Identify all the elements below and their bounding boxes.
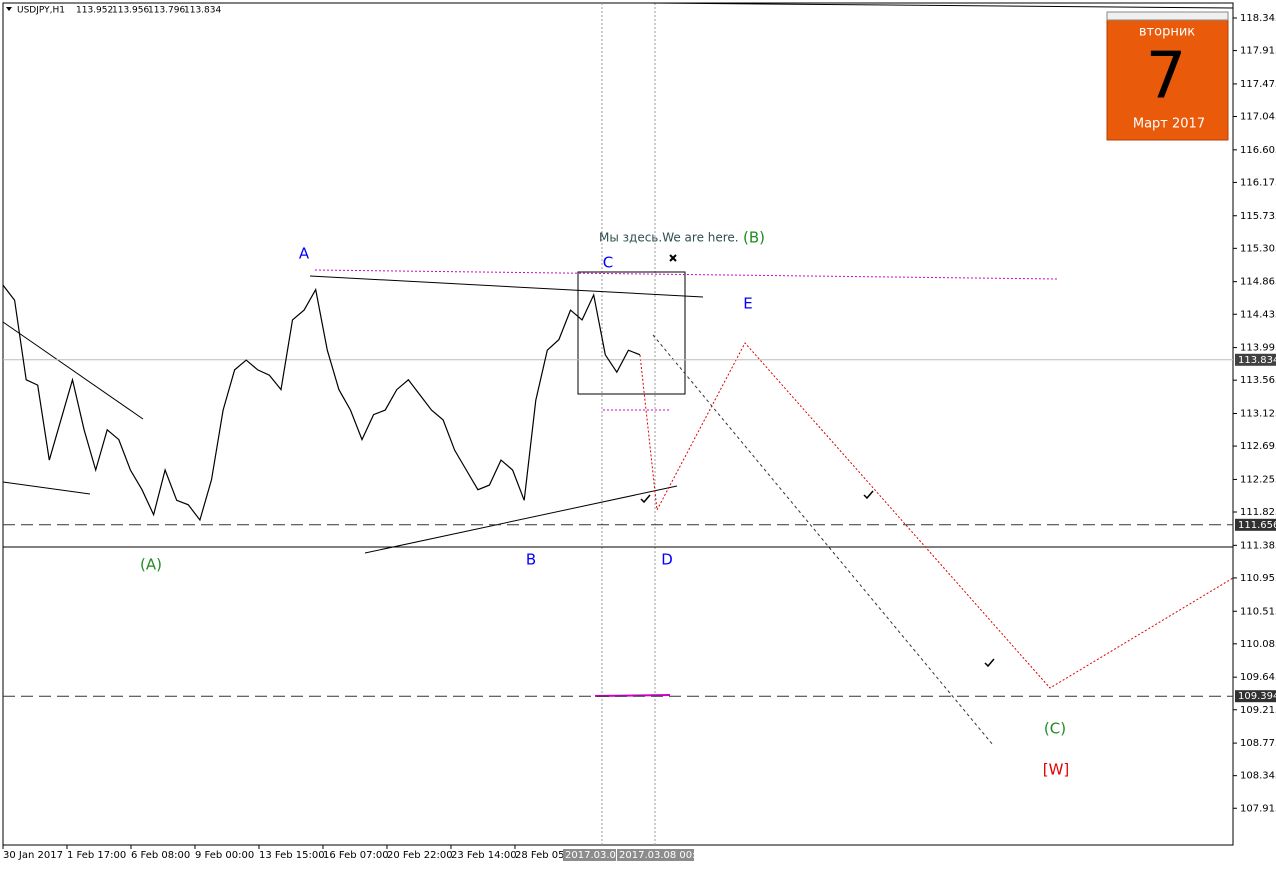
y-tick-label: 112.255 <box>1240 474 1276 485</box>
y-tick-label: 116.175 <box>1240 177 1276 188</box>
y-tick-label: 109.645 <box>1240 672 1276 683</box>
projection <box>652 334 994 746</box>
x-tick-label: 23 Feb 14:00 <box>451 850 517 861</box>
y-tick-label: 111.385 <box>1240 540 1276 551</box>
y-tick-label: 112.695 <box>1240 441 1276 452</box>
trend-line <box>309 275 704 298</box>
y-tick-label: 113.995 <box>1240 343 1276 354</box>
y-tick-label: 113.125 <box>1240 409 1276 420</box>
level-label: 113.834 <box>1238 355 1276 366</box>
annotations: A B C D E (A) (B) (C) [W] Мы здесь.We ar… <box>140 229 1069 779</box>
calendar-body <box>1106 11 1229 141</box>
note: Мы здесь.We are here. <box>599 231 739 245</box>
trend-line <box>364 485 678 554</box>
y-tick-label: 116.605 <box>1240 145 1276 156</box>
drawings <box>2 2 1234 845</box>
y-tick-label: 117.915 <box>1240 46 1276 57</box>
level-label: 111.656 <box>1238 520 1276 531</box>
weekday: вторник <box>1139 25 1195 40</box>
y-tick-label: 108.775 <box>1240 738 1276 749</box>
y-tick-label: 117.045 <box>1240 111 1276 122</box>
x-tick-label: 16 Feb 07:00 <box>323 850 389 861</box>
y-tick-label: 113.565 <box>1240 375 1276 386</box>
y-tick-label: 114.865 <box>1240 277 1276 288</box>
y-tick-label: 117.475 <box>1240 79 1276 90</box>
symbol: USDJPY,H1 <box>17 6 65 16</box>
wave-label: B <box>526 551 536 569</box>
wave-label: (A) <box>140 556 162 574</box>
plot-area <box>2 2 1234 846</box>
cross-icon <box>669 254 677 262</box>
y-tick-label: 109.215 <box>1240 705 1276 716</box>
date-marker-bg <box>617 849 694 861</box>
y-tick-label: 118.345 <box>1240 13 1276 24</box>
x-tick-label: 28 Feb 05:00 <box>515 850 581 861</box>
ohlc: 113.834 <box>184 6 221 16</box>
header-icon <box>6 7 12 11</box>
x-tick-label: 30 Jan 2017 <box>3 850 63 861</box>
y-tick-label: 110.515 <box>1240 606 1276 617</box>
date-marker: 2017.03.03 <box>565 850 622 861</box>
month: Март 2017 <box>1133 117 1205 132</box>
wave-label: E <box>743 295 752 313</box>
header: USDJPY,H1 113.952 113.956 113.796 113.83… <box>6 6 221 16</box>
x-tick-label: 20 Feb 22:00 <box>387 850 453 861</box>
level-label: 109.394 <box>1238 691 1276 702</box>
price-line <box>2 284 641 522</box>
calendar-rings <box>1106 11 1229 21</box>
ohlc: 113.796 <box>148 6 185 16</box>
level-label-bg <box>1235 690 1276 703</box>
calendar: вторник 7 Март 2017 <box>1106 11 1229 141</box>
level-label-bg <box>1235 518 1276 531</box>
wave-label: (C) <box>1044 720 1066 738</box>
wave-label: (B) <box>743 229 765 247</box>
date-marker-bg <box>563 849 616 861</box>
trend-line <box>651 2 1234 9</box>
x-tick-label: 6 Feb 08:00 <box>131 850 190 861</box>
y-tick-label: 110.085 <box>1240 639 1276 650</box>
wave-label: C <box>603 254 613 272</box>
y-tick-label: 107.915 <box>1240 803 1276 814</box>
level-label-bg <box>1235 353 1276 366</box>
trend-line <box>2 481 91 495</box>
ohlc: 113.952 <box>76 6 113 16</box>
wave-label: A <box>299 245 310 263</box>
y-tick-label: 115.735 <box>1240 211 1276 222</box>
check-icon <box>640 490 995 668</box>
y-tick-label: 115.305 <box>1240 243 1276 254</box>
box <box>577 271 686 395</box>
y-tick-label: 108.345 <box>1240 771 1276 782</box>
trend-line <box>2 321 144 420</box>
y-tick-label: 111.825 <box>1240 507 1276 518</box>
y-tick-label: 114.435 <box>1240 309 1276 320</box>
x-tick-label: 1 Feb 17:00 <box>67 850 126 861</box>
day: 7 <box>1146 40 1187 114</box>
ohlc: 113.956 <box>112 6 149 16</box>
date-marker: 2017.03.08 00:00 <box>619 850 708 861</box>
x-tick-label: 13 Feb 15:00 <box>259 850 325 861</box>
projection <box>639 342 1234 689</box>
wave-label: [W] <box>1043 761 1070 779</box>
y-tick-label: 110.955 <box>1240 573 1276 584</box>
wave-label: D <box>661 551 673 569</box>
x-tick-label: 9 Feb 00:00 <box>195 850 254 861</box>
